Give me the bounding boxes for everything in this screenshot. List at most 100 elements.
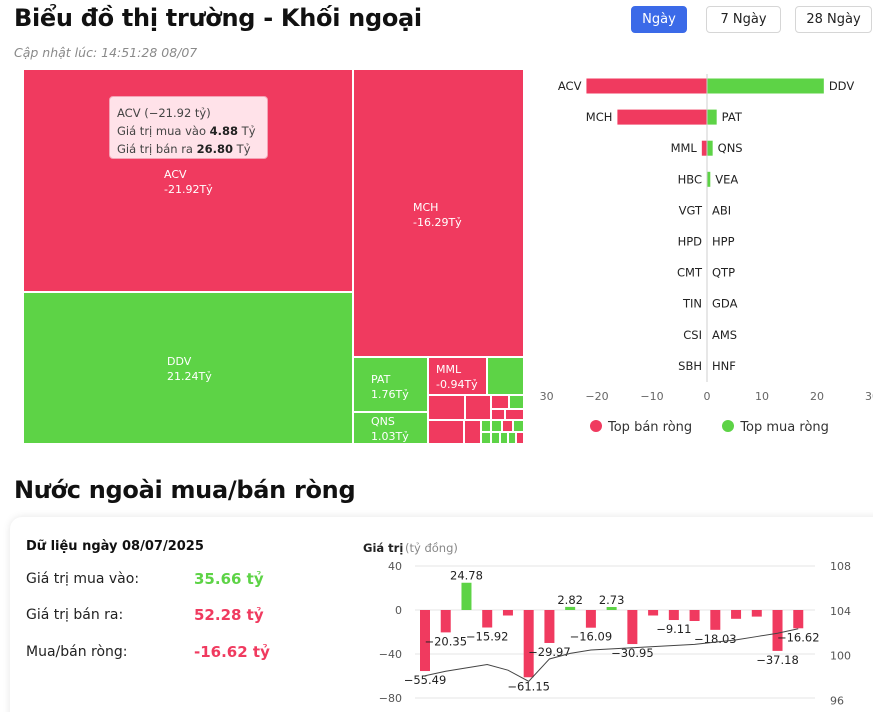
treemap-tooltip: ACV (−21.92 tỷ) Giá trị mua vào 4.88 Tỷ … — [109, 96, 268, 159]
treemap-cell-small[interactable] — [491, 420, 502, 432]
flow-bar — [668, 610, 679, 621]
bar-data-label: 2.82 — [557, 593, 583, 607]
bar-data-label: 2.73 — [599, 593, 625, 607]
treemap-cell-small[interactable] — [491, 432, 500, 444]
bar-left-label: CMT — [677, 266, 703, 280]
flow-bar — [585, 610, 596, 628]
treemap-cell-small[interactable] — [508, 432, 516, 444]
treemap-cell-value: -0.94Tỷ — [436, 378, 478, 391]
treemap-cell-small[interactable] — [428, 420, 464, 444]
treemap-cell-small[interactable] — [505, 409, 524, 420]
bar-data-label: −18.03 — [694, 632, 737, 646]
bar-data-label: −9.11 — [656, 622, 691, 636]
bar-buy — [707, 109, 717, 125]
bar-data-label: 24.78 — [450, 569, 483, 583]
y-tick-label: −80 — [379, 692, 402, 705]
tab-day[interactable]: Ngày — [631, 6, 687, 33]
tooltip-buy-unit: Tỷ — [241, 124, 256, 138]
bar-data-label: −30.95 — [611, 646, 654, 660]
bar-right-label: AMS — [712, 328, 737, 342]
net-bar-chart: ACV DDV MCH PAT MML QNS HBC VEA VGT ABI HPD HPP CMT Q… — [540, 74, 873, 403]
buy-value-label: Giá trị mua vào: — [26, 571, 140, 587]
bar-right-label: ABI — [712, 203, 731, 217]
sell-value: 52.28 tỷ — [194, 606, 264, 624]
treemap-cell-small[interactable] — [516, 432, 524, 444]
bar-sell — [586, 78, 707, 94]
flow-bar — [420, 610, 430, 672]
treemap-cell-mch[interactable]: MCH -16.29Tỷ — [353, 69, 524, 357]
legend-item-buy[interactable]: Top mua ròng — [722, 420, 829, 435]
treemap-cell-value: 1.76Tỷ — [371, 388, 409, 401]
bar-sell — [701, 140, 707, 156]
bar-data-label: −20.35 — [424, 634, 467, 648]
legend-buy-dot-icon — [722, 420, 735, 432]
bar-left-label: HPD — [678, 235, 703, 249]
treemap-cell-code: MCH — [413, 201, 439, 214]
treemap-cell-value: 21.24Tỷ — [167, 370, 212, 383]
treemap-cell-code: QNS — [371, 415, 395, 428]
y2-tick-label: 108 — [830, 560, 851, 573]
y2-tick-label: 96 — [830, 694, 844, 707]
treemap-cell-small[interactable] — [491, 409, 505, 420]
treemap-cell-small[interactable] — [481, 420, 491, 432]
treemap-cell-code: ACV — [164, 168, 187, 181]
treemap-cell-mml[interactable]: MML -0.94Tỷ — [428, 357, 487, 395]
treemap-cell-small[interactable] — [487, 357, 524, 395]
treemap-cell-small[interactable] — [491, 395, 509, 409]
treemap-cell-value: -21.92Tỷ — [164, 183, 213, 196]
flow-bar — [627, 610, 638, 645]
y2-tick-label: 104 — [830, 605, 851, 618]
legend-item-sell[interactable]: Top bán ròng — [590, 420, 692, 435]
bar-sell — [617, 109, 707, 125]
foreign-flow-chart: Giá trị (tỷ đồng)40 0 −40 −80 108 104 100 96 −55.… — [363, 541, 851, 707]
tooltip-buy-value: 4.88 — [209, 124, 239, 138]
treemap-cell-pat[interactable]: PAT 1.76Tỷ — [353, 357, 428, 412]
bar-buy — [707, 78, 824, 94]
treemap-cell-small[interactable] — [500, 432, 508, 444]
update-timestamp: Cập nhật lúc: 14:51:28 08/07 — [14, 45, 198, 60]
treemap-cell-small[interactable] — [428, 395, 465, 420]
bar-right-label: HPP — [712, 235, 735, 249]
y-tick-label: −40 — [379, 648, 402, 661]
treemap-cell-qns[interactable]: QNS 1.03Tỷ — [353, 412, 428, 444]
flow-bar — [606, 606, 617, 610]
bar-buy — [707, 171, 711, 187]
treemap-cell-small[interactable] — [513, 420, 524, 432]
tooltip-sell-row: Giá trị bán ra 26.80 Tỷ — [117, 140, 267, 158]
treemap-cell-small[interactable] — [464, 420, 481, 444]
bar-left-label: HBC — [678, 172, 702, 186]
page-title: Biểu đồ thị trường - Khối ngoại — [14, 4, 422, 32]
net-value-label: Mua/bán ròng: — [26, 644, 128, 660]
tab-7-days[interactable]: 7 Ngày — [706, 6, 781, 33]
bar-right-label: DDV — [829, 79, 855, 93]
tooltip-title: ACV (−21.92 tỷ) — [117, 106, 211, 120]
flow-bar — [710, 610, 721, 630]
treemap-cell-small[interactable] — [481, 432, 491, 444]
treemap-cell-value: 1.03Tỷ — [371, 430, 409, 443]
tooltip-sell-value: 26.80 — [196, 142, 234, 156]
sell-value-label: Giá trị bán ra: — [26, 607, 124, 623]
treemap-cell-code: PAT — [371, 373, 391, 386]
flow-bar — [772, 610, 783, 651]
legend-buy-label: Top mua ròng — [740, 420, 829, 435]
y-axis-unit: (tỷ đồng) — [405, 541, 458, 555]
x-tick-label: 20 — [810, 390, 824, 403]
bar-left-label: TIN — [682, 297, 702, 311]
treemap-cell-small[interactable] — [509, 395, 524, 409]
treemap-cell-small[interactable] — [502, 420, 513, 432]
bar-right-label: QTP — [712, 266, 735, 280]
treemap-cell-code: DDV — [167, 355, 192, 368]
net-value: -16.62 tỷ — [194, 643, 270, 661]
flow-bar — [502, 610, 513, 616]
treemap-cell-ddv[interactable]: DDV 21.24Tỷ — [23, 292, 353, 444]
x-tick-label: 10 — [755, 390, 769, 403]
bar-data-label: −16.09 — [570, 630, 613, 644]
bar-data-label: −29.97 — [528, 645, 571, 659]
treemap-cell-small[interactable] — [465, 395, 491, 420]
tab-28-days[interactable]: 28 Ngày — [795, 6, 872, 33]
flow-bar — [523, 610, 534, 678]
bar-left-label: SBH — [678, 359, 702, 373]
legend-sell-dot-icon — [590, 420, 602, 432]
bar-right-label: VEA — [715, 172, 738, 186]
bar-right-label: QNS — [718, 141, 743, 155]
